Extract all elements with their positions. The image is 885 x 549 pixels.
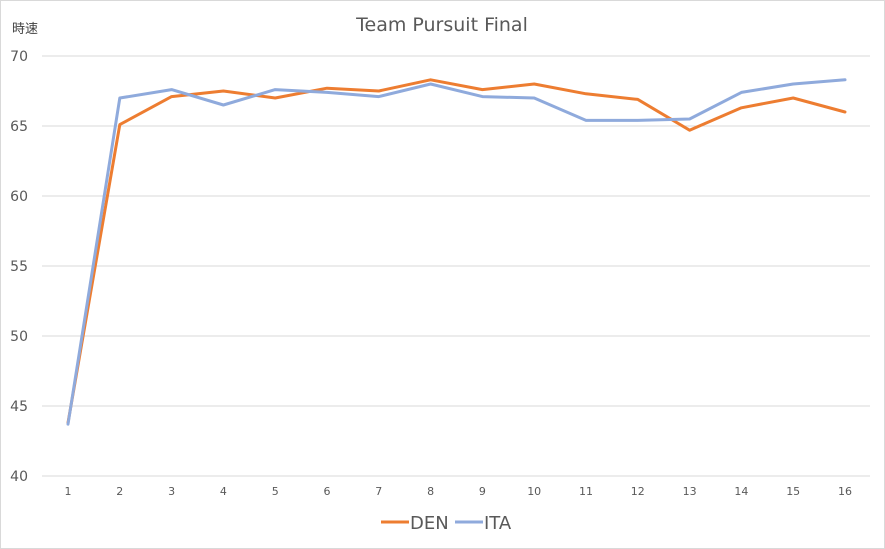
x-tick-label: 16 [838, 485, 852, 498]
x-tick-label: 6 [324, 485, 331, 498]
x-tick-label: 4 [220, 485, 227, 498]
y-tick-label: 70 [10, 49, 28, 65]
y-tick-label: 60 [10, 189, 28, 205]
y-tick-label: 50 [10, 329, 28, 345]
x-axis-ticks: 1 2 3 4 5 6 7 8 9 10 11 12 13 14 15 16 [65, 485, 853, 498]
legend-label-den: DEN [410, 513, 449, 534]
y-tick-label: 40 [10, 469, 28, 485]
x-tick-label: 14 [734, 485, 748, 498]
x-tick-label: 8 [427, 485, 434, 498]
x-tick-label: 11 [579, 485, 593, 498]
x-tick-label: 5 [272, 485, 279, 498]
y-tick-label: 55 [10, 259, 28, 275]
x-tick-label: 9 [479, 485, 486, 498]
x-tick-label: 1 [65, 485, 72, 498]
x-tick-label: 10 [527, 485, 541, 498]
y-tick-label: 65 [10, 119, 28, 135]
x-tick-label: 15 [786, 485, 800, 498]
x-tick-label: 2 [116, 485, 123, 498]
y-axis-title: 時速 [12, 22, 38, 37]
series-line-ita [66, 78, 847, 426]
legend-label-ita: ITA [484, 513, 512, 534]
chart-title: Team Pursuit Final [355, 14, 528, 36]
y-axis-ticks: 40 45 50 55 60 65 70 [10, 49, 28, 485]
gridlines [42, 55, 870, 477]
x-tick-label: 3 [168, 485, 175, 498]
y-tick-label: 45 [10, 399, 28, 415]
x-tick-label: 13 [683, 485, 697, 498]
plot-series [66, 78, 847, 426]
x-tick-label: 7 [375, 485, 382, 498]
x-tick-label: 12 [631, 485, 645, 498]
series-line-den [66, 78, 847, 425]
legend: DEN ITA [381, 513, 512, 534]
